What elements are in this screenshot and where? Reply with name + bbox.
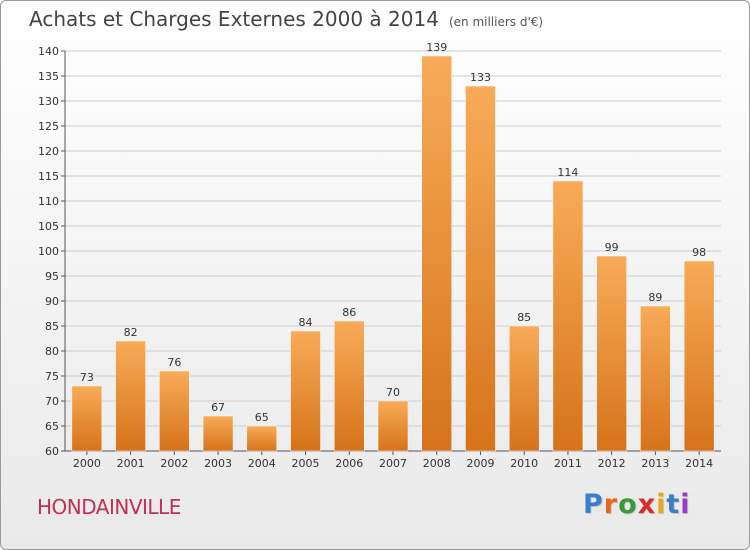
x-tick-label: 2000: [73, 457, 101, 470]
x-tick-label: 2010: [510, 457, 538, 470]
bar-value-label: 70: [386, 386, 400, 399]
bar: [377, 400, 409, 452]
y-tick-label: 95: [45, 270, 59, 283]
chart-unit: (en milliers d'€): [448, 15, 544, 29]
bar: [202, 415, 234, 452]
x-tick-label: 2002: [160, 457, 188, 470]
bar: [246, 425, 278, 452]
y-tick-label: 130: [38, 95, 59, 108]
bar-value-label: 67: [211, 401, 225, 414]
bar-value-label: 99: [605, 241, 619, 254]
y-tick-label: 105: [38, 220, 59, 233]
bar: [71, 385, 103, 452]
bar-value-label: 89: [648, 291, 662, 304]
bar-value-label: 139: [426, 41, 447, 54]
bar: [640, 305, 671, 452]
y-tick-label: 100: [38, 245, 59, 258]
y-tick-label: 65: [45, 420, 59, 433]
logo-letter: i: [656, 489, 667, 520]
bar-value-label: 85: [517, 311, 531, 324]
bar: [334, 320, 365, 452]
logo-letter: P: [583, 489, 604, 520]
y-tick-label: 120: [38, 145, 59, 158]
x-tick-label: 2003: [204, 457, 232, 470]
y-tick-label: 140: [38, 45, 59, 58]
bar: [465, 85, 496, 452]
bar-value-label: 65: [255, 411, 269, 424]
bar: [290, 330, 321, 452]
logo-letter: r: [603, 489, 619, 520]
bar-value-label: 76: [167, 356, 181, 369]
proxiti-logo: Proxiti: [583, 489, 691, 520]
logo-letter: o: [618, 489, 638, 520]
bar-value-label: 82: [124, 326, 138, 339]
bar-value-label: 86: [342, 306, 356, 319]
bars: [71, 55, 715, 452]
y-tick-label: 115: [38, 170, 59, 183]
bar-value-label: 84: [299, 316, 313, 329]
bar-value-label: 98: [692, 246, 706, 259]
y-tick-label: 60: [45, 445, 59, 458]
x-tick-label: 2006: [335, 457, 363, 470]
bar-value-label: 73: [80, 371, 94, 384]
y-tick-label: 80: [45, 345, 59, 358]
commune-name: HONDAINVILLE: [37, 495, 181, 519]
bar-value-label: 114: [557, 166, 578, 179]
bar: [421, 55, 452, 452]
bar: [508, 325, 540, 452]
x-tick-label: 2001: [117, 457, 145, 470]
x-tick-label: 2004: [248, 457, 276, 470]
bar-value-label: 133: [470, 71, 491, 84]
x-tick-label: 2014: [685, 457, 713, 470]
x-tick-label: 2005: [292, 457, 320, 470]
y-tick-label: 75: [45, 370, 59, 383]
labels: 60 65 70 75 80 85 90 95 100 105 110 115 120 125 130 135…: [38, 41, 713, 470]
x-tick-label: 2011: [554, 457, 582, 470]
x-tick-label: 2012: [598, 457, 626, 470]
bar: [115, 340, 146, 452]
bar: [596, 255, 627, 452]
chart-title: Achats et Charges Externes 2000 à 2014 (e…: [29, 7, 543, 31]
bar: [552, 180, 584, 452]
y-tick-label: 125: [38, 120, 59, 133]
x-tick-label: 2009: [466, 457, 494, 470]
logo-letter: x: [637, 489, 657, 520]
x-tick-label: 2008: [423, 457, 451, 470]
y-tick-label: 85: [45, 320, 59, 333]
y-tick-label: 90: [45, 295, 59, 308]
logo-letter: t: [666, 489, 681, 520]
y-tick-label: 110: [38, 195, 59, 208]
y-tick-label: 135: [38, 70, 59, 83]
chart-title-text: Achats et Charges Externes 2000 à 2014: [29, 7, 439, 31]
y-tick-label: 70: [45, 395, 59, 408]
bar: [159, 370, 190, 452]
x-tick-label: 2007: [379, 457, 407, 470]
x-tick-label: 2013: [641, 457, 669, 470]
logo-letter: i: [680, 489, 691, 520]
bar: [683, 260, 715, 452]
